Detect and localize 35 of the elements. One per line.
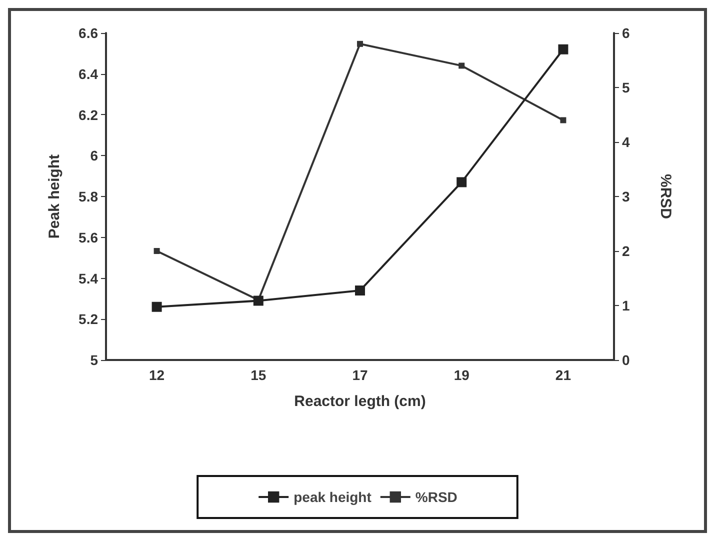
y-tick-label: 6.6 — [78, 25, 98, 41]
point — [558, 44, 568, 54]
y-tick-label: 5.6 — [78, 229, 98, 246]
point — [152, 302, 162, 312]
y-tick-label: 5.4 — [78, 270, 98, 286]
x-tick-label: 15 — [250, 367, 266, 383]
y2-axis-title: %RSD — [657, 174, 674, 220]
point — [560, 117, 566, 124]
x-tick-label: 12 — [149, 367, 165, 383]
legend-label: %RSD — [415, 489, 458, 505]
y-axis-title: Peak height — [46, 154, 63, 239]
point — [154, 248, 160, 254]
y2-tick-label: 3 — [622, 188, 630, 204]
point — [253, 296, 264, 306]
point — [357, 40, 363, 47]
x-tick-label: 19 — [454, 367, 470, 383]
y2-tick-label: 1 — [622, 298, 630, 314]
y-tick-label: 6.2 — [78, 106, 98, 123]
y2-tick-label: 0 — [622, 352, 630, 368]
x-tick-label: 21 — [555, 367, 572, 383]
y2-tick-label: 2 — [622, 243, 630, 259]
legend-label: peak height — [294, 489, 372, 505]
point — [458, 62, 465, 69]
x-axis-title: Reactor legth (cm) — [294, 393, 426, 410]
y2-tick-label: 4 — [622, 134, 630, 150]
point — [355, 286, 365, 296]
x-tick-label: 17 — [352, 367, 368, 383]
y-tick-label: 6 — [90, 148, 98, 164]
y-tick-label: 6.4 — [78, 66, 98, 82]
y-tick-label: 5.2 — [78, 311, 98, 328]
y2-tick-label: 5 — [622, 80, 630, 96]
point — [456, 177, 467, 188]
y2-tick-label: 6 — [622, 25, 630, 41]
y-tick-label: 5 — [90, 352, 98, 368]
y-tick-label: 5.8 — [78, 188, 98, 204]
